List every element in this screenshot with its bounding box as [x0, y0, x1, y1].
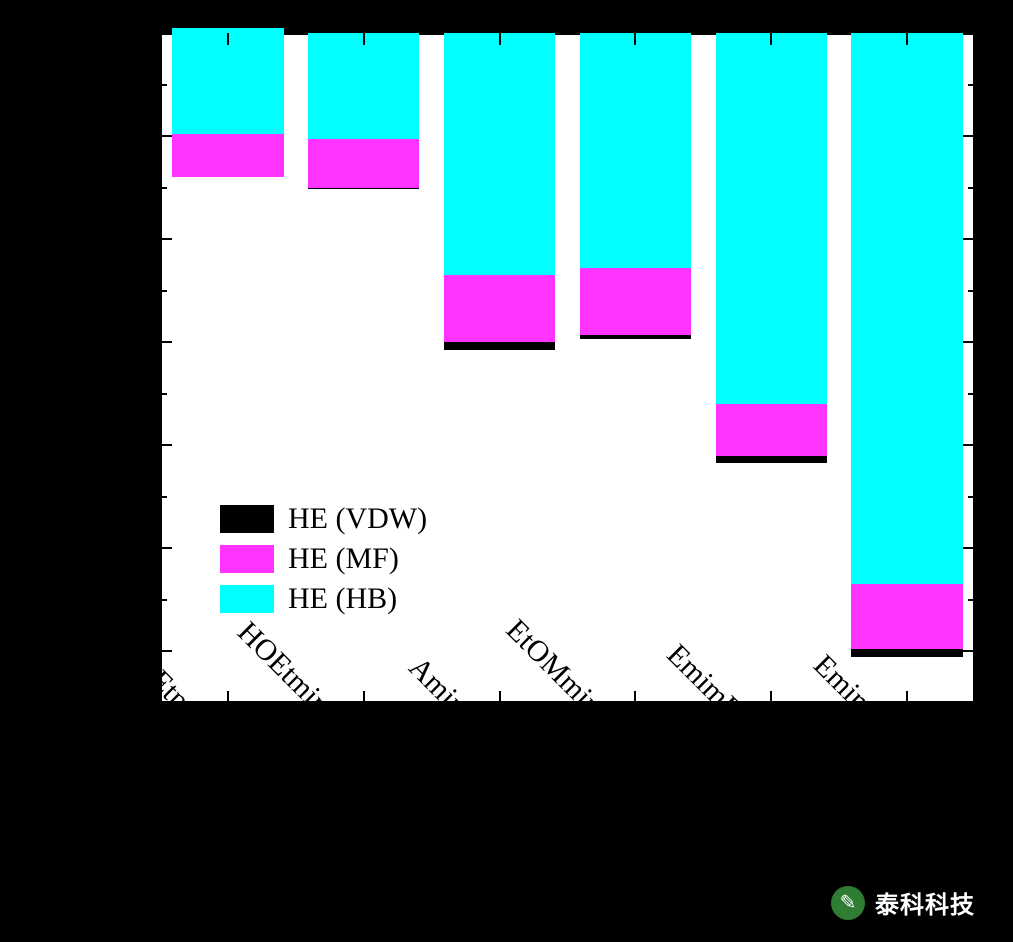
- watermark-text: 泰科科技: [875, 885, 975, 920]
- watermark: ✎ 泰科科技: [831, 885, 975, 920]
- xtick-label: HOEtmimBr: [230, 615, 364, 749]
- chart-frame: 0-2-4-6-8-10-12HOEtpyBrHOEtmimBrAmimClEt…: [20, 15, 993, 885]
- bar-hb: [308, 33, 419, 139]
- bar-vdw: [716, 456, 827, 464]
- bar-mf: [444, 275, 555, 342]
- legend-item: HE (HB): [220, 582, 427, 616]
- ytick-label: -6: [80, 323, 150, 360]
- xtick-label: AmimCl: [401, 651, 499, 749]
- xtick-label: EmimDep: [660, 638, 771, 749]
- ytick-label: 0: [80, 14, 150, 51]
- bar-hb: [580, 33, 691, 268]
- legend-item: HE (MF): [220, 542, 427, 576]
- legend-swatch: [220, 505, 274, 533]
- legend-item: HE (VDW): [220, 502, 427, 536]
- bar-vdw: [580, 335, 691, 339]
- bar-vdw: [444, 342, 555, 350]
- ytick-label: -2: [80, 117, 150, 154]
- ytick-label: -4: [80, 220, 150, 257]
- legend-swatch: [220, 585, 274, 613]
- bar-mf: [851, 584, 962, 648]
- ytick-label: -8: [80, 426, 150, 463]
- legend-swatch: [220, 545, 274, 573]
- legend-label: HE (VDW): [288, 502, 427, 536]
- bar-mf: [172, 134, 283, 178]
- bar-mf: [716, 404, 827, 456]
- bar-hb: [851, 33, 962, 584]
- legend-label: HE (HB): [288, 582, 397, 616]
- legend-label: HE (MF): [288, 542, 399, 576]
- bar-mf: [308, 139, 419, 188]
- bar-mf: [580, 268, 691, 335]
- bar-vdw: [851, 649, 962, 657]
- bar-vdw: [308, 188, 419, 190]
- legend: HE (VDW) HE (MF) HE (HB): [220, 502, 427, 622]
- bar-hb: [716, 33, 827, 404]
- y-axis-label: Excess enthalpy (KJ/mol): [21, 68, 59, 668]
- wechat-icon: ✎: [831, 886, 865, 920]
- ytick-label: -10: [80, 529, 150, 566]
- xtick-label: EtOMmimCl: [499, 613, 635, 749]
- bar-hb: [444, 33, 555, 275]
- xtick-label: EmimAc: [806, 648, 907, 749]
